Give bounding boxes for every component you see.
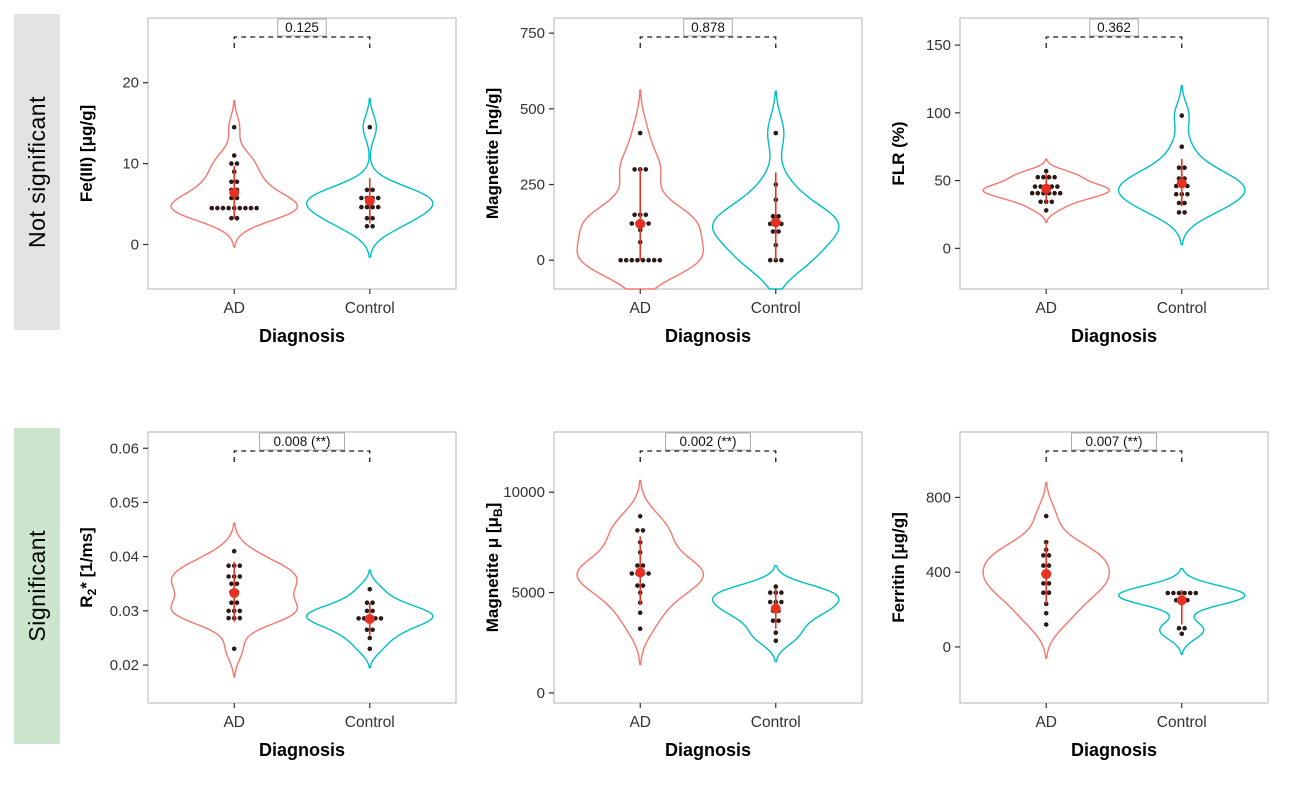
violin-panel-fe3: 0.125 0 10 20 AD Control Diagnosis Fe(III) [μg/… bbox=[70, 8, 470, 356]
row-label-text: Not significant bbox=[23, 96, 50, 248]
svg-text:500: 500 bbox=[520, 101, 545, 118]
svg-text:0.03: 0.03 bbox=[110, 603, 139, 620]
svg-text:0.362: 0.362 bbox=[1097, 20, 1131, 35]
row-label-not-significant: Not significant bbox=[10, 8, 64, 356]
svg-text:150: 150 bbox=[926, 37, 951, 54]
violin-panel-ferritin: 0.007 (**) 0 400 800 AD Control Diagnosis Ferri… bbox=[882, 422, 1282, 770]
svg-text:0.002 (**): 0.002 (**) bbox=[679, 434, 736, 449]
svg-text:5000: 5000 bbox=[512, 585, 545, 602]
violin-panel-magnetite-ng: 0.878 0 250 500 750 AD Control Diagnosis Magneti… bbox=[476, 8, 876, 356]
svg-text:Ferritin [μg/g]: Ferritin [μg/g] bbox=[889, 512, 908, 623]
svg-text:0.125: 0.125 bbox=[285, 20, 319, 35]
svg-text:AD: AD bbox=[223, 714, 245, 731]
svg-text:AD: AD bbox=[629, 714, 651, 731]
svg-text:Control: Control bbox=[751, 714, 801, 731]
svg-text:Diagnosis: Diagnosis bbox=[665, 326, 751, 346]
svg-text:0.878: 0.878 bbox=[691, 20, 725, 35]
svg-text:Diagnosis: Diagnosis bbox=[1071, 326, 1157, 346]
svg-text:0: 0 bbox=[537, 252, 545, 269]
svg-text:0.008 (**): 0.008 (**) bbox=[273, 434, 330, 449]
svg-text:0.007 (**): 0.007 (**) bbox=[1085, 434, 1142, 449]
svg-text:0: 0 bbox=[537, 685, 545, 702]
svg-text:800: 800 bbox=[926, 489, 951, 506]
violin-chart: 0.008 (**) 0.02 0.03 0.04 0.05 0.06 AD ControlD… bbox=[77, 431, 457, 760]
svg-text:FLR (%): FLR (%) bbox=[889, 121, 908, 185]
svg-text:Diagnosis: Diagnosis bbox=[259, 326, 345, 346]
svg-text:Diagnosis: Diagnosis bbox=[1071, 740, 1157, 760]
svg-text:100: 100 bbox=[926, 105, 951, 122]
svg-text:Diagnosis: Diagnosis bbox=[665, 740, 751, 760]
svg-text:0: 0 bbox=[131, 237, 139, 254]
svg-text:250: 250 bbox=[520, 177, 545, 194]
svg-text:10000: 10000 bbox=[503, 484, 545, 501]
svg-text:Control: Control bbox=[1157, 300, 1207, 317]
row-strip-not-significant: Not significant bbox=[14, 14, 60, 330]
svg-text:750: 750 bbox=[520, 25, 545, 42]
svg-text:AD: AD bbox=[1035, 714, 1057, 731]
row-label-significant: Significant bbox=[10, 422, 64, 770]
svg-text:0.05: 0.05 bbox=[110, 494, 139, 511]
svg-text:AD: AD bbox=[1035, 300, 1057, 317]
svg-text:Fe(III) [μg/g]: Fe(III) [μg/g] bbox=[77, 105, 96, 202]
svg-text:0.02: 0.02 bbox=[110, 657, 139, 674]
violin-panel-flr: 0.362 0 50 100 150 AD Control Diagnosis FLR (%) bbox=[882, 8, 1282, 356]
svg-text:0: 0 bbox=[943, 240, 951, 257]
svg-text:10: 10 bbox=[122, 156, 139, 173]
svg-text:R2* [1/ms]: R2* [1/ms] bbox=[77, 527, 99, 607]
svg-text:AD: AD bbox=[629, 300, 651, 317]
svg-text:Control: Control bbox=[751, 300, 801, 317]
svg-text:Diagnosis: Diagnosis bbox=[259, 740, 345, 760]
svg-text:Magnetite [ng/g]: Magnetite [ng/g] bbox=[483, 88, 502, 219]
svg-text:Control: Control bbox=[1157, 714, 1207, 731]
violin-panel-r2star: 0.008 (**) 0.02 0.03 0.04 0.05 0.06 AD Control D… bbox=[70, 422, 470, 770]
svg-text:Magnetite μ [μB]: Magnetite μ [μB] bbox=[483, 503, 505, 633]
row-strip-significant: Significant bbox=[14, 428, 60, 744]
svg-text:20: 20 bbox=[122, 75, 139, 92]
svg-text:0: 0 bbox=[943, 639, 951, 656]
svg-text:50: 50 bbox=[934, 173, 951, 190]
svg-text:Control: Control bbox=[345, 714, 395, 731]
row-label-text: Significant bbox=[23, 530, 50, 642]
svg-text:0.04: 0.04 bbox=[110, 549, 139, 566]
violin-panel-magnetite-mu: 0.002 (**) 0 5000 10000 AD Control Diagnosis Ma… bbox=[476, 422, 876, 770]
figure-grid: Not significant 0.125 0 10 20 AD Control Diagn… bbox=[10, 8, 1282, 770]
svg-text:400: 400 bbox=[926, 564, 951, 581]
svg-text:Control: Control bbox=[345, 300, 395, 317]
svg-text:0.06: 0.06 bbox=[110, 440, 139, 457]
svg-text:AD: AD bbox=[223, 300, 245, 317]
